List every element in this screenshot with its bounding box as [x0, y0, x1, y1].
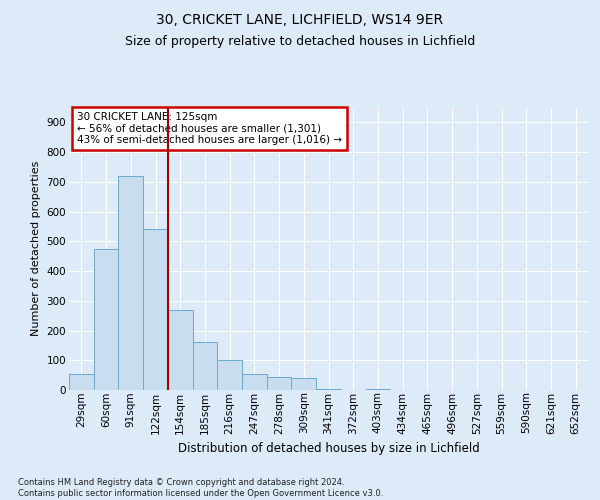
- Text: 30, CRICKET LANE, LICHFIELD, WS14 9ER: 30, CRICKET LANE, LICHFIELD, WS14 9ER: [157, 14, 443, 28]
- Bar: [143, 230, 168, 390]
- Bar: [217, 360, 242, 390]
- Bar: [69, 374, 94, 390]
- Text: 30 CRICKET LANE: 125sqm
← 56% of detached houses are smaller (1,301)
43% of semi: 30 CRICKET LANE: 125sqm ← 56% of detache…: [77, 112, 342, 145]
- Bar: [94, 249, 118, 390]
- X-axis label: Distribution of detached houses by size in Lichfield: Distribution of detached houses by size …: [178, 442, 479, 455]
- Bar: [168, 310, 193, 390]
- Y-axis label: Number of detached properties: Number of detached properties: [31, 161, 41, 336]
- Bar: [292, 378, 316, 390]
- Bar: [193, 342, 217, 390]
- Bar: [118, 176, 143, 390]
- Bar: [365, 388, 390, 390]
- Text: Size of property relative to detached houses in Lichfield: Size of property relative to detached ho…: [125, 34, 475, 48]
- Bar: [242, 374, 267, 390]
- Bar: [316, 388, 341, 390]
- Text: Contains HM Land Registry data © Crown copyright and database right 2024.
Contai: Contains HM Land Registry data © Crown c…: [18, 478, 383, 498]
- Bar: [267, 376, 292, 390]
